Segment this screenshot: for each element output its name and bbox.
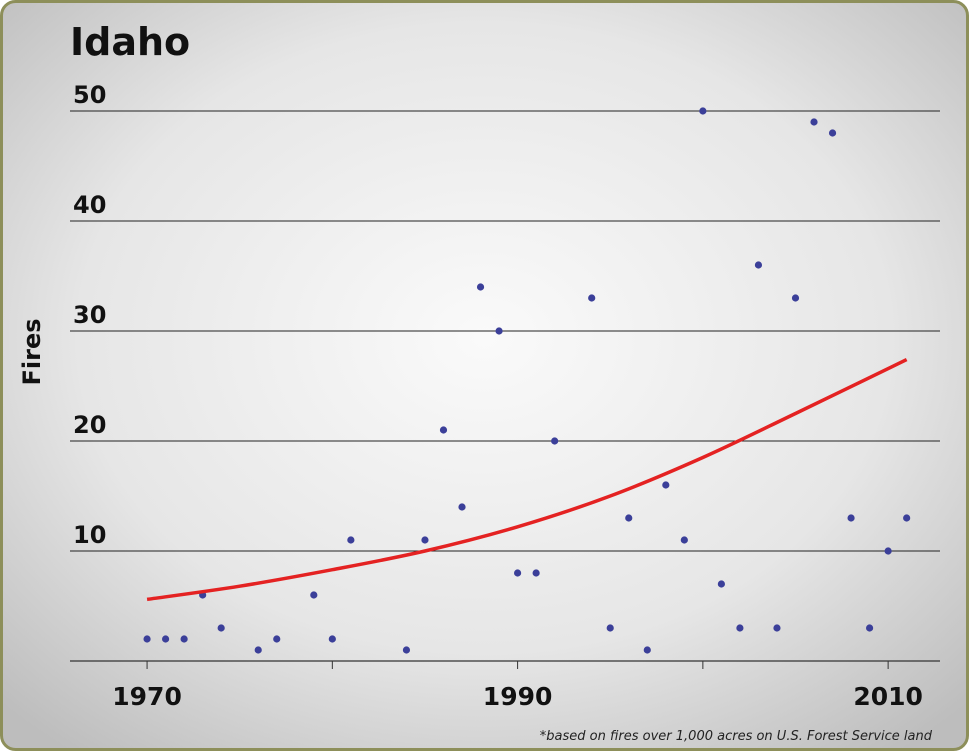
y-tick-label: 30 <box>73 301 106 329</box>
x-tick-label: 2010 <box>853 682 923 711</box>
point <box>606 624 614 632</box>
point <box>551 437 559 445</box>
point <box>773 624 781 632</box>
point <box>217 624 225 632</box>
point <box>828 129 837 137</box>
x-tick-label: 1990 <box>483 682 553 711</box>
point <box>161 635 170 643</box>
point <box>273 635 281 643</box>
footnote: *based on fires over 1,000 acres on U.S.… <box>540 729 933 744</box>
point <box>402 646 411 654</box>
point <box>532 569 540 577</box>
point <box>421 536 429 544</box>
trend-line <box>146 358 908 602</box>
point <box>903 514 911 522</box>
point <box>791 294 800 302</box>
point <box>439 426 448 434</box>
point <box>865 624 874 632</box>
point <box>736 624 744 632</box>
point <box>328 635 336 643</box>
point <box>662 481 670 489</box>
x-tick-label: 1970 <box>112 682 182 711</box>
point <box>884 547 892 555</box>
point <box>310 591 318 599</box>
point <box>754 261 763 269</box>
point <box>810 118 818 126</box>
y-tick-label: 20 <box>73 411 106 439</box>
y-axis-label: Fires <box>18 318 46 385</box>
point <box>254 646 262 654</box>
chart-title: Idaho <box>70 20 190 64</box>
y-tick-label: 50 <box>73 81 106 109</box>
point <box>347 536 355 544</box>
point <box>680 536 688 544</box>
point <box>143 635 151 643</box>
point <box>625 514 633 522</box>
point <box>643 646 651 654</box>
point <box>847 514 855 522</box>
point <box>476 283 485 291</box>
point <box>699 107 707 115</box>
point <box>513 569 522 577</box>
point <box>717 580 725 588</box>
point <box>588 294 596 302</box>
point <box>180 635 188 643</box>
point <box>495 327 503 335</box>
point <box>458 503 466 511</box>
y-tick-label: 40 <box>73 191 106 219</box>
y-tick-label: 10 <box>73 521 106 549</box>
